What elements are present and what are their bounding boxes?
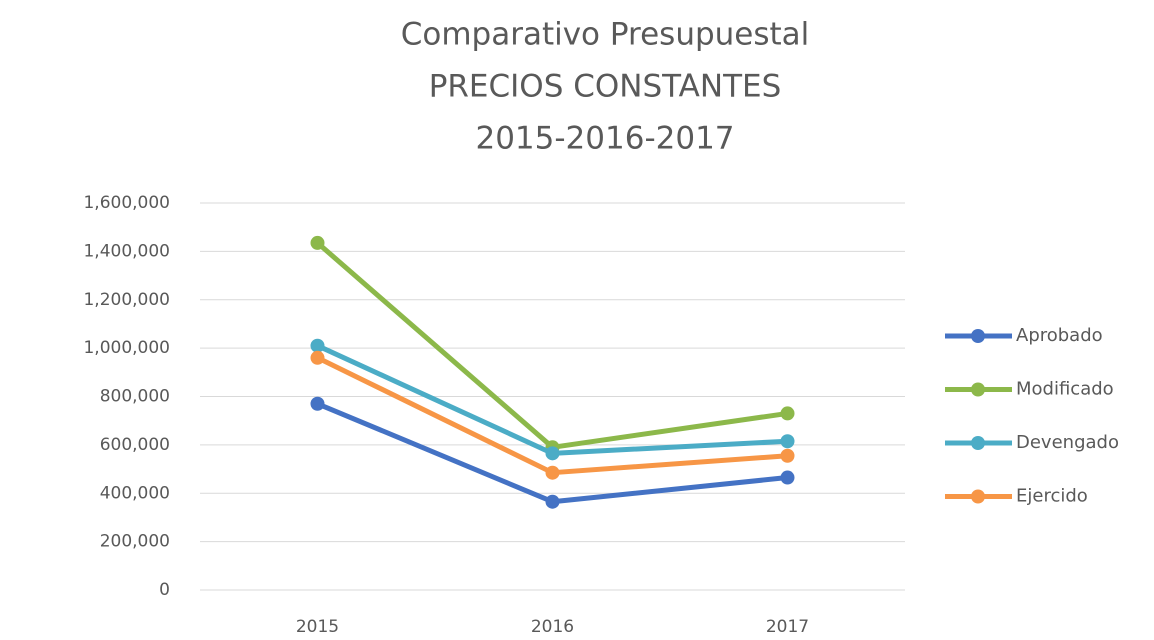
data-point	[545, 494, 560, 509]
legend-label: Aprobado	[1016, 325, 1103, 346]
series-line	[316, 343, 788, 456]
chart-title: 2015-2016-2017	[475, 121, 734, 157]
legend-marker	[971, 329, 985, 343]
legend-label: Devengado	[1016, 432, 1119, 453]
data-point	[310, 235, 325, 250]
y-tick-label: 1,600,000	[83, 193, 170, 213]
y-tick-label: 200,000	[100, 532, 170, 552]
y-tick-label: 1,200,000	[83, 290, 170, 310]
y-tick-label: 1,400,000	[83, 241, 170, 261]
data-point	[780, 434, 795, 449]
y-tick-label: 400,000	[100, 483, 170, 503]
series-line	[315, 241, 788, 450]
legend-marker	[971, 489, 985, 504]
legend-label: Ejercido	[1016, 486, 1088, 507]
legend-label: Modificado	[1016, 379, 1114, 400]
data-point	[310, 350, 325, 365]
y-tick-label: 0	[159, 580, 170, 600]
y-tick-label: 800,000	[100, 387, 170, 407]
x-tick-label: 2015	[296, 617, 339, 637]
legend-marker	[971, 382, 985, 397]
y-tick-label: 1,000,000	[83, 338, 170, 358]
x-tick-label: 2017	[766, 617, 809, 637]
data-point	[545, 446, 560, 461]
legend-marker	[971, 436, 985, 450]
data-point	[780, 448, 795, 463]
data-point	[310, 396, 325, 411]
data-point	[545, 465, 560, 480]
x-tick-label: 2016	[531, 617, 574, 637]
chart-title: Comparativo Presupuestal	[401, 17, 810, 53]
data-point	[780, 470, 795, 485]
y-tick-label: 600,000	[100, 435, 170, 455]
chart-title: PRECIOS CONSTANTES	[429, 69, 782, 105]
data-point	[780, 406, 795, 421]
data-point	[310, 338, 325, 353]
